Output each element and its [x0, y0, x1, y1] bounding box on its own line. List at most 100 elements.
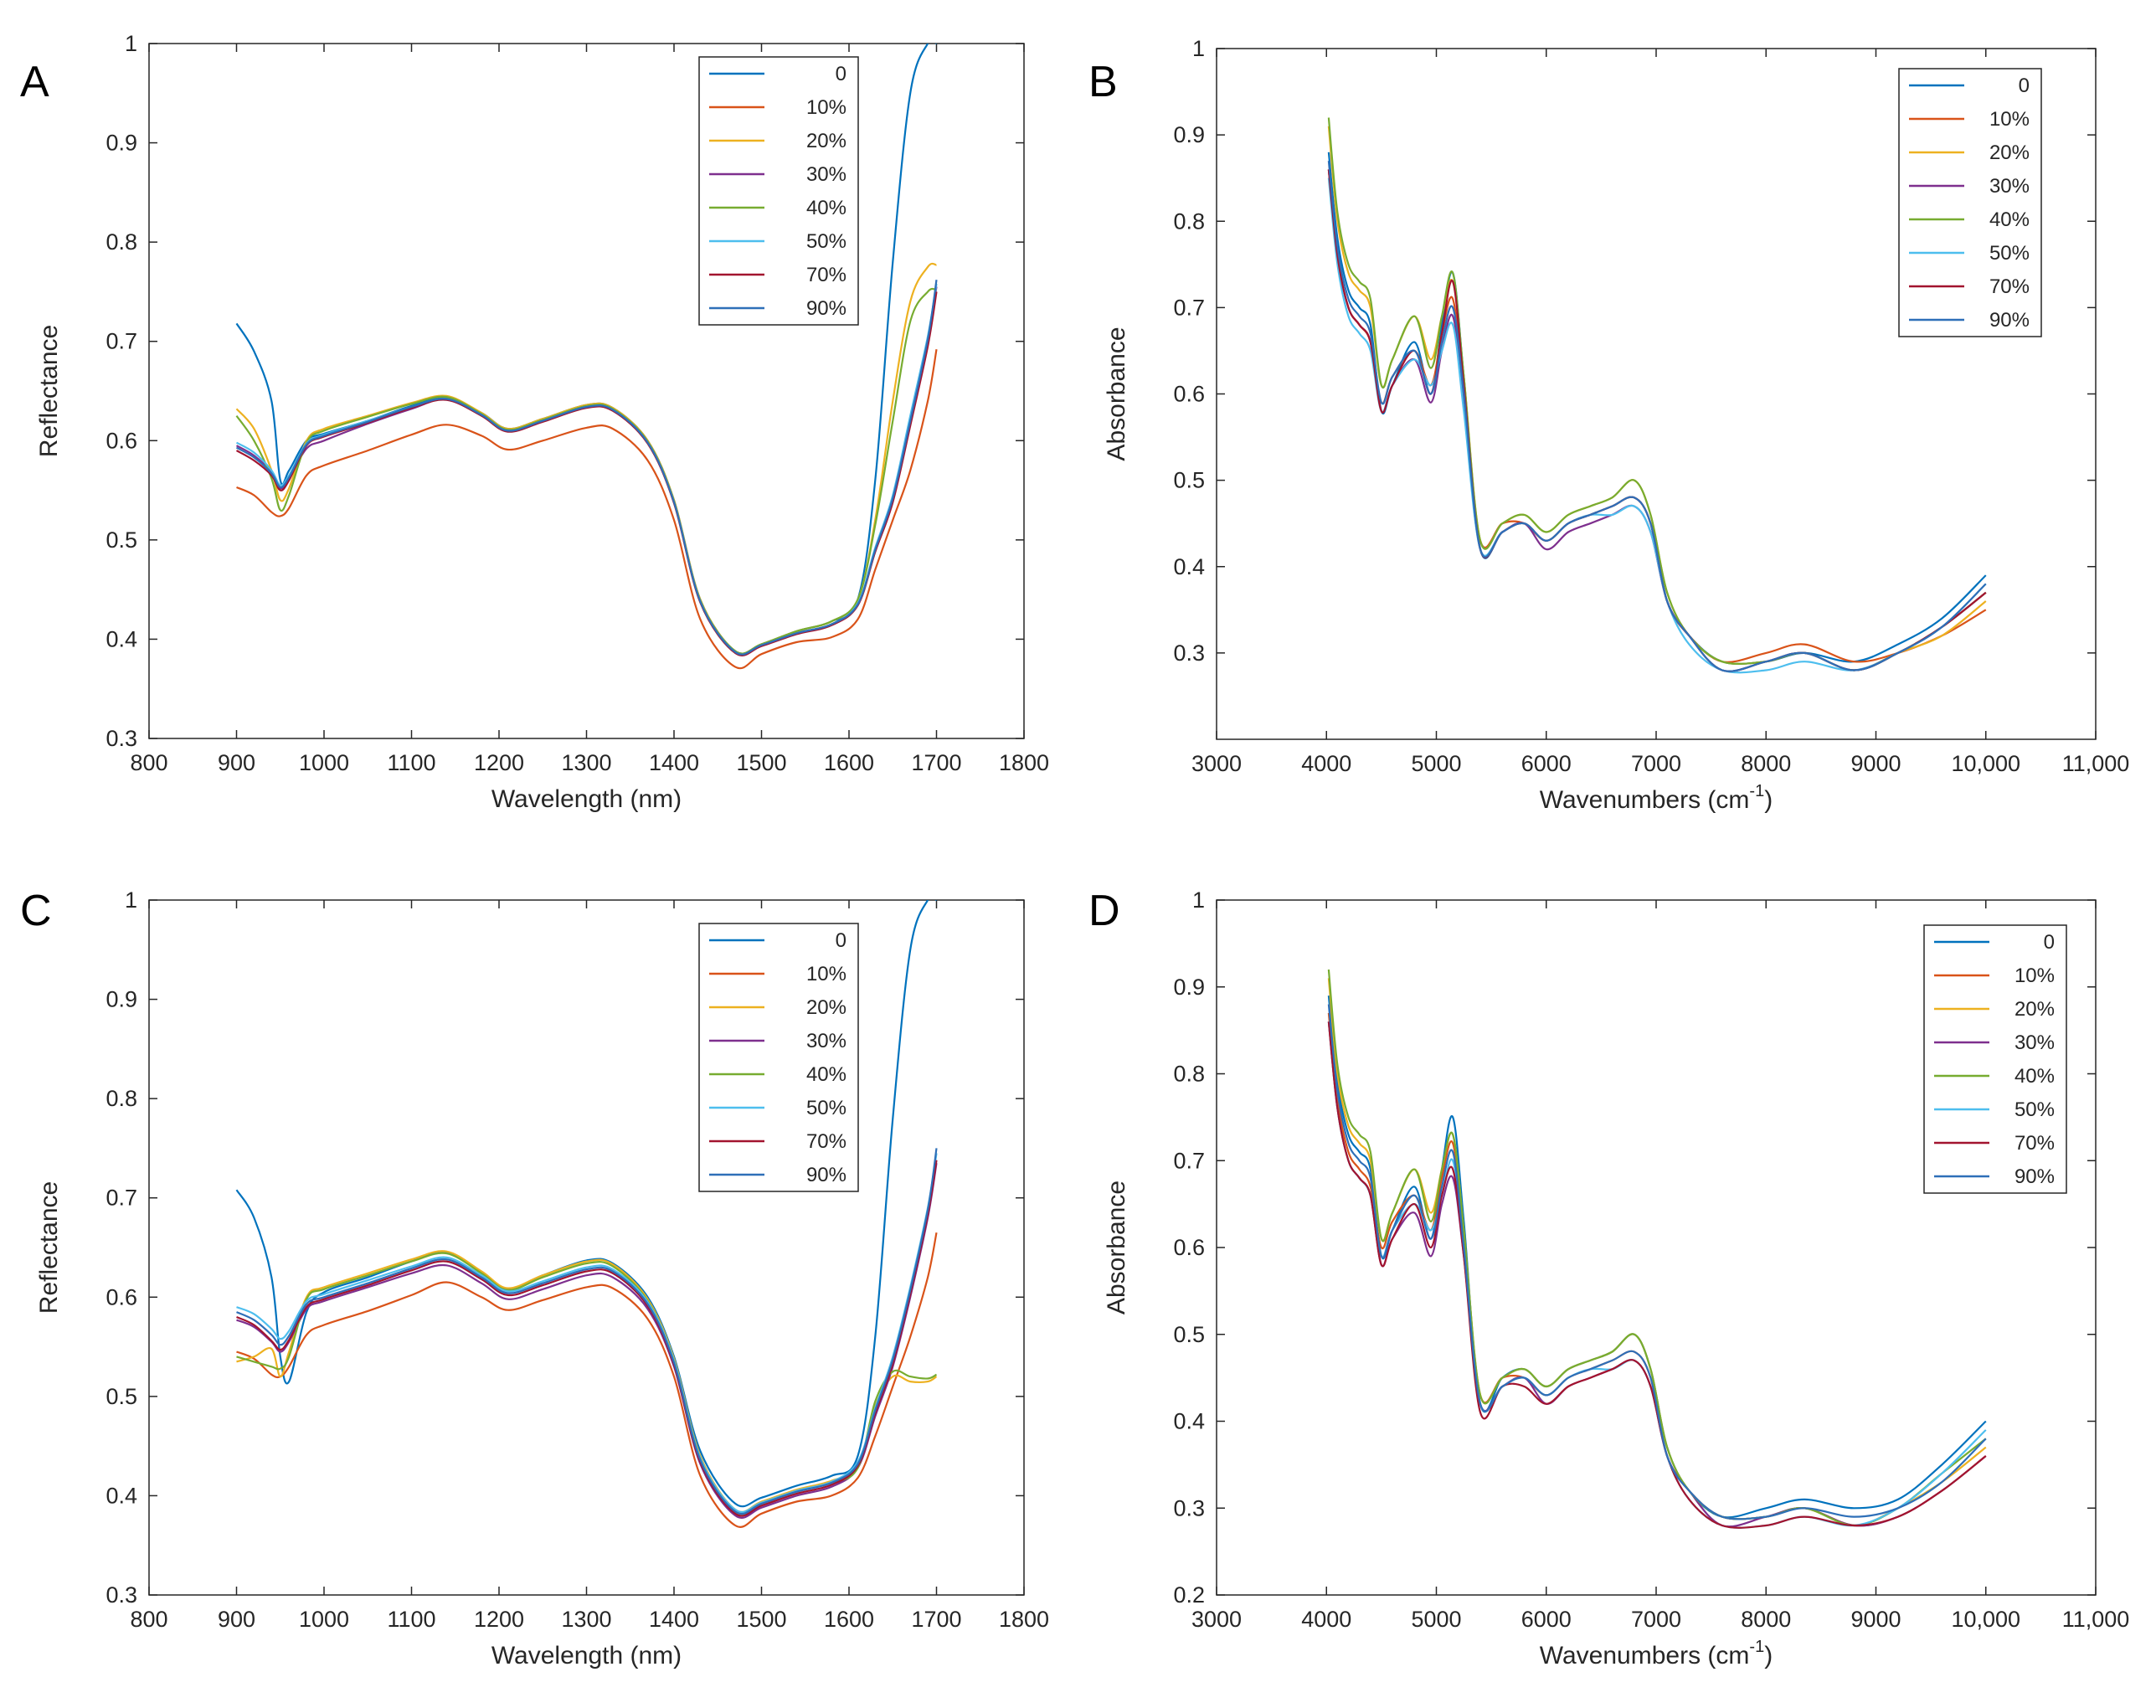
x-tick-label: 11,000: [2062, 1607, 2130, 1632]
y-tick-label: 0.6: [1173, 1235, 1205, 1260]
y-tick-label: 0.7: [105, 1186, 137, 1211]
x-tick-label: 8000: [1741, 1607, 1791, 1632]
legend-entry: 30%: [806, 1030, 846, 1052]
x-tick-label: 1200: [474, 1607, 524, 1632]
panel-c: 800 900 1000 1100 1200 1300 1400 1500 1600 1700 18…: [20, 887, 1049, 1669]
x-tick-label: 1500: [736, 750, 786, 775]
x-tick-label: 6000: [1521, 751, 1572, 776]
y-tick-label: 0.8: [105, 1086, 137, 1111]
series-lines: [235, 44, 938, 670]
legend-entry: 40%: [1989, 208, 2030, 231]
y-tick-label: 0.6: [105, 1284, 137, 1309]
legend-entry: 90%: [806, 1164, 846, 1186]
legend-entry: 10%: [1989, 108, 2030, 131]
y-axis-label: Absorbance: [1103, 1181, 1130, 1314]
y-tick-label: 0.7: [1173, 1148, 1205, 1173]
x-axis-label-superscript: -1: [1749, 1638, 1764, 1656]
x-tick-label: 8000: [1741, 751, 1791, 776]
x-tick-label: 7000: [1631, 1607, 1681, 1632]
y-tick-label: 0.4: [1173, 554, 1205, 579]
y-tick-label: 0.7: [1173, 295, 1205, 320]
series-line-0: [235, 900, 937, 1508]
x-tick-label: 9000: [1850, 751, 1901, 776]
x-axis-label-end: ): [1764, 786, 1773, 814]
x-tick-label: 1700: [911, 1607, 961, 1632]
y-tick-label: 1: [1192, 36, 1205, 61]
x-tick-label: 1300: [561, 1607, 611, 1632]
legend-box: [1923, 924, 2067, 1194]
y-tick-label: 0.3: [105, 1582, 137, 1608]
legend-entry: 70%: [806, 264, 846, 286]
panel-letter: C: [20, 887, 52, 935]
y-tick-label: 0.3: [105, 726, 137, 751]
x-axis-label-superscript: -1: [1749, 782, 1764, 800]
x-tick-label: 3000: [1191, 751, 1242, 776]
y-tick-label: 0.5: [105, 527, 137, 553]
legend-entry: 90%: [2014, 1165, 2055, 1188]
y-axis-label: Reflectance: [35, 325, 63, 457]
x-tick-label: 5000: [1411, 1607, 1461, 1632]
legend-entry: 20%: [806, 130, 846, 152]
plot-area: [148, 899, 1025, 1596]
legend-entry: 0: [2019, 75, 2030, 97]
y-tick-label: 0.9: [105, 987, 137, 1012]
legend-entry: 10%: [2014, 965, 2055, 987]
legend-box: [1898, 68, 2042, 337]
x-tick-label: 1000: [299, 750, 349, 775]
y-tick-label: 0.5: [105, 1384, 137, 1409]
legend-entry: 40%: [2014, 1065, 2055, 1088]
y-tick-label: 0.9: [105, 131, 137, 156]
legend-entry: 0: [836, 63, 846, 85]
x-tick-label: 1500: [736, 1607, 786, 1632]
series-lines: [1327, 117, 1987, 674]
y-tick-label: 1: [1192, 887, 1205, 913]
x-tick-label: 1100: [387, 1607, 435, 1632]
y-tick-label: 0.8: [105, 229, 137, 255]
legend-entry: 70%: [1989, 275, 2030, 298]
legend-entry: 20%: [806, 996, 846, 1019]
series-line-10pct: [236, 349, 938, 670]
legend-entry: 70%: [806, 1130, 846, 1153]
y-tick-label: 0.3: [1173, 640, 1205, 666]
y-tick-label: 0.3: [1173, 1495, 1205, 1520]
x-tick-label: 900: [218, 750, 255, 775]
x-tick-label: 1300: [561, 750, 611, 775]
legend-entry: 30%: [806, 163, 846, 186]
legend-entry: 20%: [1989, 141, 2030, 164]
x-axis-label-end: ): [1764, 1642, 1773, 1669]
panel-d: 3000 4000 5000 6000 7000 8000 9000 10,000 11,000…: [1088, 887, 2129, 1669]
x-tick-label: 1400: [649, 1607, 699, 1632]
legend-entry: 40%: [806, 1063, 846, 1086]
legend-entry: 10%: [806, 96, 846, 119]
legend-entry: 90%: [806, 297, 846, 320]
x-tick-label: 1200: [474, 750, 524, 775]
series-line-10pct: [236, 1232, 938, 1528]
series-lines: [1327, 969, 1987, 1529]
panel-b: 3000 4000 5000 6000 7000 8000 9000 10,000 11,000…: [1088, 36, 2129, 814]
y-tick-label: 0.2: [1173, 1582, 1205, 1608]
series-lines: [235, 900, 938, 1528]
legend-entry: 70%: [2014, 1132, 2055, 1155]
legend: 0 10% 20% 30% 40% 50% 70% 90%: [698, 56, 859, 326]
y-tick-label: 0.4: [1173, 1409, 1205, 1434]
legend-entry: 30%: [1989, 175, 2030, 198]
legend: 0 10% 20% 30% 40% 50% 70% 90%: [1898, 68, 2042, 337]
y-tick-label: 1: [125, 887, 137, 913]
y-tick-label: 0.5: [1173, 468, 1205, 493]
legend-entry: 40%: [806, 197, 846, 219]
panel-letter: A: [20, 58, 49, 106]
panel-letter: D: [1088, 887, 1120, 935]
panel-letter: B: [1088, 58, 1118, 106]
y-tick-label: 0.4: [105, 626, 137, 651]
x-tick-label: 9000: [1850, 1607, 1901, 1632]
legend-box: [698, 923, 859, 1192]
x-tick-label: 1000: [299, 1607, 349, 1632]
x-tick-label: 1800: [999, 750, 1049, 775]
x-tick-label: 4000: [1301, 751, 1351, 776]
y-tick-label: 0.8: [1173, 208, 1205, 234]
y-tick-label: 0.9: [1173, 975, 1205, 1000]
y-tick-label: 0.5: [1173, 1322, 1205, 1347]
legend: 0 10% 20% 30% 40% 50% 70% 90%: [1923, 924, 2067, 1194]
legend-box: [698, 56, 859, 326]
